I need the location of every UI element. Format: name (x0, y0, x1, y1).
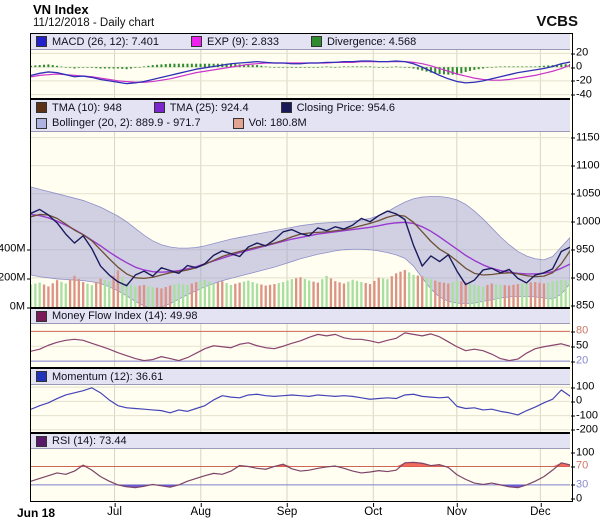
title-bar: VN Index 11/12/2018 - Daily chart VCBS (33, 2, 578, 30)
price-legend-row-1: TMA (10): 948 TMA (25): 924.4 Closing Pr… (36, 100, 570, 116)
macd-legend-row: MACD (26, 12): 7.401 EXP (9): 2.833 Dive… (36, 34, 570, 49)
volume-swatch-icon (232, 117, 244, 129)
tma25-legend-label: TMA (25): 924.4 (169, 101, 249, 114)
macd-legend: MACD (26, 12): 7.401 EXP (9): 2.833 Dive… (31, 34, 570, 50)
tma10-swatch-icon (36, 102, 47, 114)
y-axis-tick-label: 1150 (571, 131, 600, 144)
rsi-legend-row: RSI (14): 73.44 (36, 434, 570, 448)
y-axis-tick-label: 80 (570, 324, 589, 337)
y-axis-tick-label: 20 (570, 46, 589, 59)
y-axis-tick-label: 30 (570, 478, 589, 491)
brand-logo: VCBS (536, 13, 578, 30)
price-legend-row-2: Bollinger (20, 2): 889.9 - 971.7 Vol: 18… (36, 116, 570, 132)
y-axis-tick-label: 100 (570, 446, 595, 459)
macd-swatch-icon (36, 36, 47, 47)
tma10-legend-label: TMA (10): 948 (52, 101, 122, 114)
legend-item-macd: MACD (26, 12): 7.401 (36, 36, 159, 48)
volume-axis-tick-label: 0M (0, 301, 31, 313)
rsi-legend: RSI (14): 73.44 (31, 434, 570, 449)
x-axis-month-label: Dec (530, 503, 551, 518)
mfi-legend-label: Money Flow Index (14): 49.98 (52, 310, 198, 322)
rsi-plot (31, 449, 570, 501)
price-plot (31, 132, 570, 307)
legend-item-bollinger: Bollinger (20, 2): 889.9 - 971.7 (36, 117, 201, 129)
legend-item-rsi: RSI (14): 73.44 (36, 435, 127, 447)
macd-panel: MACD (26, 12): 7.401 EXP (9): 2.833 Dive… (31, 34, 592, 100)
y-axis-tick-label: -20 (571, 74, 592, 87)
volume-legend-label: Vol: 180.8M (248, 117, 307, 130)
legend-item-mfi: Money Flow Index (14): 49.98 (36, 310, 198, 322)
tma25-swatch-icon (153, 102, 165, 114)
divergence-swatch-icon (310, 36, 322, 47)
legend-item-momentum: Momentum (12): 36.61 (36, 371, 163, 383)
momentum-legend-label: Momentum (12): 36.61 (52, 370, 164, 383)
momentum-legend-row: Momentum (12): 36.61 (36, 369, 570, 384)
y-axis-tick-label: 1050 (570, 187, 601, 200)
legend-item-divergence: Divergence: 4.568 (310, 35, 417, 48)
mfi-swatch-icon (36, 310, 47, 322)
macd-legend-label: MACD (26, 12): 7.401 (52, 35, 159, 48)
closing-price-legend-label: Closing Price: 954.6 (296, 101, 396, 114)
title-block: VN Index 11/12/2018 - Daily chart (33, 2, 154, 30)
y-axis-tick-label: -200 (570, 423, 599, 436)
closing-price-swatch-icon (280, 102, 292, 114)
x-axis-month-label: Nov (446, 503, 468, 518)
page-title: VN Index (33, 2, 89, 17)
macd-plot (31, 50, 570, 98)
bollinger-legend-label: Bollinger (20, 2): 889.9 - 971.7 (52, 117, 201, 130)
rsi-legend-label: RSI (14): 73.44 (52, 435, 127, 447)
y-axis-tick-label: -40 (571, 88, 592, 101)
momentum-plot (31, 385, 570, 432)
price-panel: TMA (10): 948 TMA (25): 924.4 Closing Pr… (0, 98, 600, 312)
x-axis-start-label: Jun 18 (17, 506, 56, 520)
y-axis-tick-label: 50 (570, 339, 589, 352)
price-legend: TMA (10): 948 TMA (25): 924.4 Closing Pr… (31, 100, 570, 132)
x-axis: Jun 18 Jul Aug Sep Oct Nov Dec (17, 503, 571, 521)
legend-item-tma25: TMA (25): 924.4 (153, 101, 249, 114)
momentum-swatch-icon (36, 371, 47, 382)
legend-item-exp: EXP (9): 2.833 (191, 36, 279, 48)
divergence-legend-label: Divergence: 4.568 (326, 35, 417, 48)
y-axis-tick-label: 20 (570, 354, 589, 367)
y-axis-tick-label: 0 (570, 60, 583, 73)
mfi-legend: Money Flow Index (14): 49.98 (31, 309, 570, 324)
exp-legend-label: EXP (9): 2.833 (207, 35, 279, 48)
legend-item-closing-price: Closing Price: 954.6 (280, 101, 396, 114)
rsi-panel: RSI (14): 73.44 100 70 30 0 (31, 432, 594, 504)
y-axis-tick-label: 950 (570, 243, 595, 256)
mfi-plot (31, 324, 570, 367)
momentum-legend: Momentum (12): 36.61 (31, 369, 570, 385)
x-axis-month-label: Jul (107, 503, 122, 518)
y-axis-tick-label: 0 (570, 394, 583, 407)
x-axis-month-label: Sep (276, 503, 298, 518)
momentum-panel: Momentum (12): 36.61 100 0 -100 -200 (31, 367, 598, 435)
y-axis-tick-label: 900 (570, 271, 595, 284)
page-subtitle: 11/12/2018 - Daily chart (33, 17, 155, 29)
mfi-panel: Money Flow Index (14): 49.98 80 50 20 (31, 307, 588, 367)
volume-axis-tick-label: 400M (0, 242, 31, 255)
x-axis-month-label: Aug (190, 503, 212, 518)
y-axis-tick-label: 0 (570, 492, 583, 505)
exp-swatch-icon (191, 36, 202, 47)
y-axis-tick-label: 1000 (570, 215, 601, 228)
legend-item-tma10: TMA (10): 948 (36, 102, 122, 114)
mfi-legend-row: Money Flow Index (14): 49.98 (36, 309, 570, 323)
legend-item-volume: Vol: 180.8M (232, 117, 307, 130)
y-axis-tick-label: 850 (570, 299, 595, 312)
x-axis-month-label: Oct (364, 503, 383, 518)
bollinger-swatch-icon (36, 117, 47, 129)
y-axis-tick-label: 100 (570, 380, 595, 393)
y-axis-tick-label: 1100 (571, 159, 600, 172)
volume-axis-tick-label: 200M (0, 271, 31, 284)
rsi-swatch-icon (36, 435, 47, 447)
y-axis-tick-label: -100 (570, 409, 599, 422)
chart-stack: MACD (26, 12): 7.401 EXP (9): 2.833 Dive… (0, 33, 600, 504)
y-axis-tick-label: 70 (570, 459, 589, 472)
